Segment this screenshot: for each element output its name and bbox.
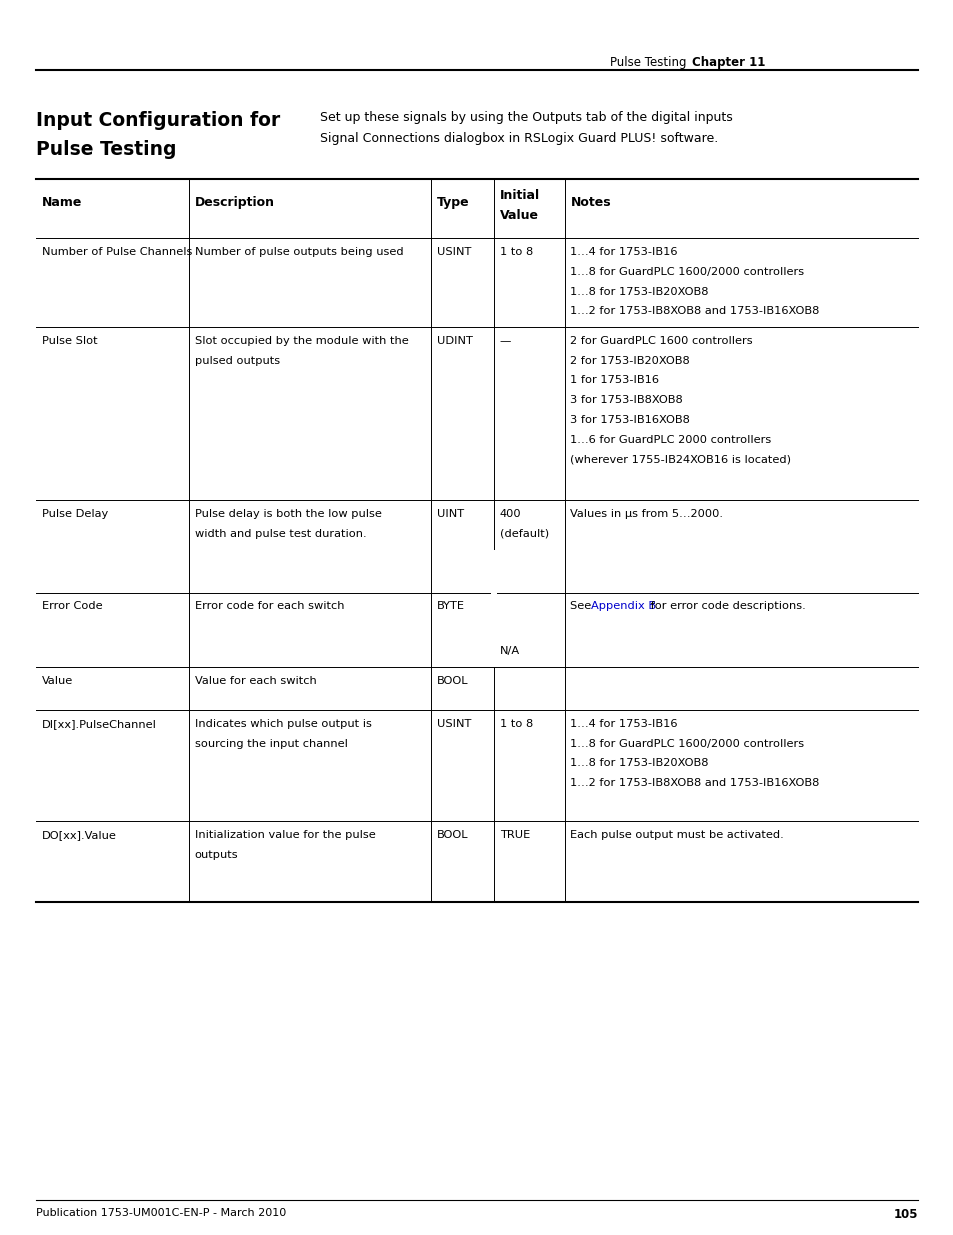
Text: 1 to 8: 1 to 8 — [499, 719, 533, 729]
Text: Each pulse output must be activated.: Each pulse output must be activated. — [570, 830, 783, 840]
Text: BYTE: BYTE — [436, 601, 464, 611]
Text: Initialization value for the pulse: Initialization value for the pulse — [194, 830, 375, 840]
Text: Value: Value — [499, 209, 538, 222]
Text: (wherever 1755-IB24XOB16 is located): (wherever 1755-IB24XOB16 is located) — [570, 454, 791, 464]
Text: Appendix B: Appendix B — [591, 601, 656, 611]
Text: Signal Connections dialogbox in RSLogix Guard PLUS! software.: Signal Connections dialogbox in RSLogix … — [319, 132, 717, 146]
Text: Value: Value — [42, 676, 73, 685]
Text: 1 to 8: 1 to 8 — [499, 247, 533, 257]
Text: Error Code: Error Code — [42, 601, 103, 611]
Text: Values in μs from 5…2000.: Values in μs from 5…2000. — [570, 509, 722, 519]
Text: Number of pulse outputs being used: Number of pulse outputs being used — [194, 247, 403, 257]
Text: Error code for each switch: Error code for each switch — [194, 601, 344, 611]
Text: Set up these signals by using the Outputs tab of the digital inputs: Set up these signals by using the Output… — [319, 111, 732, 125]
Text: Indicates which pulse output is: Indicates which pulse output is — [194, 719, 371, 729]
Text: Description: Description — [194, 196, 274, 209]
Text: Initial: Initial — [499, 189, 539, 203]
Text: sourcing the input channel: sourcing the input channel — [194, 739, 347, 748]
Bar — [491, 550, 497, 667]
Text: 1…8 for GuardPLC 1600/2000 controllers: 1…8 for GuardPLC 1600/2000 controllers — [570, 739, 803, 748]
Text: Pulse delay is both the low pulse: Pulse delay is both the low pulse — [194, 509, 381, 519]
Text: outputs: outputs — [194, 850, 238, 860]
Text: Pulse Slot: Pulse Slot — [42, 336, 97, 346]
Text: 1…6 for GuardPLC 2000 controllers: 1…6 for GuardPLC 2000 controllers — [570, 435, 771, 445]
Text: Slot occupied by the module with the: Slot occupied by the module with the — [194, 336, 408, 346]
Text: 1…4 for 1753-IB16: 1…4 for 1753-IB16 — [570, 719, 678, 729]
Text: UINT: UINT — [436, 509, 463, 519]
Text: Pulse Testing: Pulse Testing — [610, 56, 686, 69]
Text: 1…8 for GuardPLC 1600/2000 controllers: 1…8 for GuardPLC 1600/2000 controllers — [570, 267, 803, 277]
Text: USINT: USINT — [436, 719, 471, 729]
Text: Pulse Delay: Pulse Delay — [42, 509, 108, 519]
Text: 1…8 for 1753-IB20XOB8: 1…8 for 1753-IB20XOB8 — [570, 758, 708, 768]
Text: (default): (default) — [499, 529, 548, 538]
Text: See: See — [570, 601, 595, 611]
Text: BOOL: BOOL — [436, 676, 468, 685]
Text: Type: Type — [436, 196, 469, 209]
Text: DI[xx].PulseChannel: DI[xx].PulseChannel — [42, 719, 156, 729]
Text: Value for each switch: Value for each switch — [194, 676, 316, 685]
Text: UDINT: UDINT — [436, 336, 473, 346]
Text: Chapter 11: Chapter 11 — [691, 56, 764, 69]
Text: Pulse Testing: Pulse Testing — [36, 140, 176, 158]
Text: DO[xx].Value: DO[xx].Value — [42, 830, 116, 840]
Text: 3 for 1753-IB8XOB8: 3 for 1753-IB8XOB8 — [570, 395, 682, 405]
Text: 1…8 for 1753-IB20XOB8: 1…8 for 1753-IB20XOB8 — [570, 287, 708, 296]
Text: 1 for 1753-IB16: 1 for 1753-IB16 — [570, 375, 659, 385]
Text: —: — — [499, 336, 511, 346]
Text: pulsed outputs: pulsed outputs — [194, 356, 279, 366]
Text: 1…2 for 1753-IB8XOB8 and 1753-IB16XOB8: 1…2 for 1753-IB8XOB8 and 1753-IB16XOB8 — [570, 306, 819, 316]
Text: Publication 1753-UM001C-EN-P - March 2010: Publication 1753-UM001C-EN-P - March 201… — [36, 1208, 286, 1218]
Text: TRUE: TRUE — [499, 830, 530, 840]
Text: width and pulse test duration.: width and pulse test duration. — [194, 529, 366, 538]
Text: Notes: Notes — [570, 196, 611, 209]
Text: 1…4 for 1753-IB16: 1…4 for 1753-IB16 — [570, 247, 678, 257]
Text: 1…2 for 1753-IB8XOB8 and 1753-IB16XOB8: 1…2 for 1753-IB8XOB8 and 1753-IB16XOB8 — [570, 778, 819, 788]
Text: BOOL: BOOL — [436, 830, 468, 840]
Text: N/A: N/A — [499, 646, 519, 657]
Text: 105: 105 — [892, 1208, 917, 1221]
Text: 2 for GuardPLC 1600 controllers: 2 for GuardPLC 1600 controllers — [570, 336, 752, 346]
Text: USINT: USINT — [436, 247, 471, 257]
Text: 3 for 1753-IB16XOB8: 3 for 1753-IB16XOB8 — [570, 415, 690, 425]
Text: Name: Name — [42, 196, 82, 209]
Text: 2 for 1753-IB20XOB8: 2 for 1753-IB20XOB8 — [570, 356, 690, 366]
Text: 400: 400 — [499, 509, 521, 519]
Text: Input Configuration for: Input Configuration for — [36, 111, 280, 130]
Text: Number of Pulse Channels: Number of Pulse Channels — [42, 247, 193, 257]
Text: for error code descriptions.: for error code descriptions. — [646, 601, 804, 611]
